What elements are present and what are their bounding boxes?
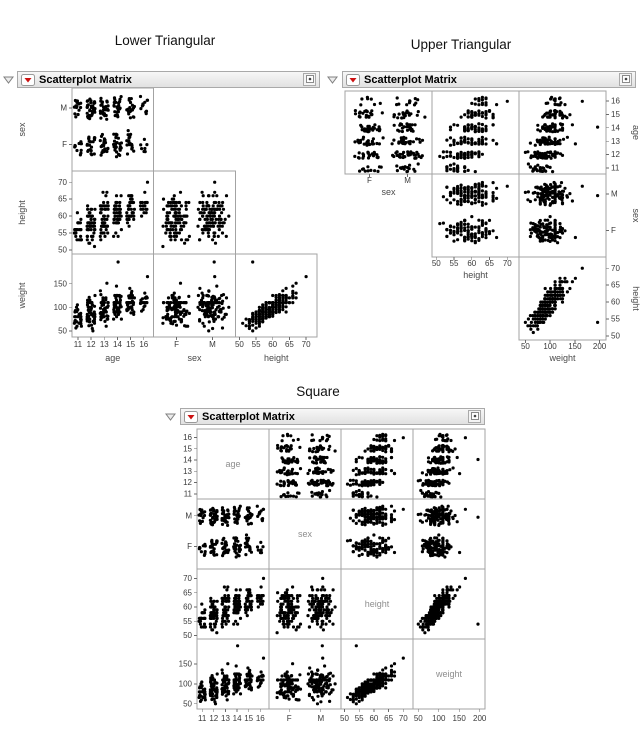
svg-text:100: 100 xyxy=(54,303,68,312)
svg-text:50: 50 xyxy=(235,340,244,349)
svg-text:height: height xyxy=(463,270,488,280)
svg-text:height: height xyxy=(17,200,27,225)
svg-text:M: M xyxy=(404,176,411,185)
svg-text:11: 11 xyxy=(611,164,620,173)
svg-text:70: 70 xyxy=(302,340,311,349)
svg-text:F: F xyxy=(367,176,372,185)
svg-text:age: age xyxy=(225,459,240,469)
svg-text:100: 100 xyxy=(543,342,557,351)
disclosure-triangle-icon[interactable] xyxy=(3,74,14,85)
disclosure-triangle-icon[interactable] xyxy=(327,74,338,85)
svg-text:F: F xyxy=(611,226,616,235)
svg-text:150: 150 xyxy=(54,279,68,288)
svg-text:12: 12 xyxy=(611,150,620,159)
svg-text:55: 55 xyxy=(450,259,459,268)
svg-text:200: 200 xyxy=(593,342,607,351)
svg-text:15: 15 xyxy=(126,340,135,349)
panel-title: Scatterplot Matrix xyxy=(202,410,295,423)
svg-text:50: 50 xyxy=(432,259,441,268)
svg-text:70: 70 xyxy=(503,259,512,268)
svg-text:60: 60 xyxy=(611,298,620,307)
red-triangle-menu-icon[interactable] xyxy=(184,410,198,423)
scatterplot-matrix-panel-square: Scatterplot Matrix age sex height weight 11 1… xyxy=(164,408,504,730)
svg-text:age: age xyxy=(105,353,120,363)
svg-text:150: 150 xyxy=(568,342,582,351)
svg-text:50: 50 xyxy=(58,327,67,336)
svg-text:age: age xyxy=(631,125,641,140)
svg-text:sex: sex xyxy=(298,529,313,539)
svg-text:65: 65 xyxy=(285,340,294,349)
section-heading-lower: Lower Triangular xyxy=(114,33,216,48)
svg-text:M: M xyxy=(209,340,216,349)
svg-text:F: F xyxy=(174,340,179,349)
svg-text:65: 65 xyxy=(485,259,494,268)
svg-text:weight: weight xyxy=(548,353,576,363)
svg-text:15: 15 xyxy=(611,110,620,119)
svg-text:60: 60 xyxy=(467,259,476,268)
panel-title: Scatterplot Matrix xyxy=(39,73,132,86)
section-heading-square: Square xyxy=(296,384,340,399)
svg-text:13: 13 xyxy=(611,137,620,146)
svg-text:F: F xyxy=(62,140,67,149)
svg-text:16: 16 xyxy=(139,340,148,349)
svg-text:14: 14 xyxy=(113,340,122,349)
svg-text:70: 70 xyxy=(611,264,620,273)
scatterplot-matrix-square[interactable]: agesexheightweight111213141516FM50556065… xyxy=(164,425,504,730)
svg-text:M: M xyxy=(611,190,618,199)
svg-text:65: 65 xyxy=(611,281,620,290)
panel-titlebar: Scatterplot Matrix xyxy=(17,71,320,88)
svg-text:55: 55 xyxy=(252,340,261,349)
svg-text:sex: sex xyxy=(631,208,641,223)
pin-window-icon[interactable] xyxy=(619,73,632,86)
svg-text:sex: sex xyxy=(17,122,27,137)
svg-text:weight: weight xyxy=(17,282,27,310)
svg-text:14: 14 xyxy=(611,123,620,132)
svg-text:height: height xyxy=(631,286,641,311)
disclosure-triangle-icon[interactable] xyxy=(165,411,176,422)
svg-text:55: 55 xyxy=(58,229,67,238)
svg-text:height: height xyxy=(264,353,289,363)
svg-text:M: M xyxy=(60,104,67,113)
svg-text:70: 70 xyxy=(58,178,67,187)
panel-titlebar: Scatterplot Matrix xyxy=(342,71,636,88)
svg-text:11: 11 xyxy=(74,340,83,349)
svg-text:sex: sex xyxy=(381,187,396,197)
svg-text:height: height xyxy=(365,599,390,609)
panel-titlebar: Scatterplot Matrix xyxy=(180,408,485,425)
svg-text:60: 60 xyxy=(268,340,277,349)
svg-text:50: 50 xyxy=(611,332,620,341)
svg-text:65: 65 xyxy=(58,195,67,204)
svg-text:60: 60 xyxy=(58,212,67,221)
svg-text:50: 50 xyxy=(58,246,67,255)
svg-text:sex: sex xyxy=(187,353,202,363)
svg-text:16: 16 xyxy=(611,97,620,106)
red-triangle-menu-icon[interactable] xyxy=(21,73,35,86)
red-triangle-menu-icon[interactable] xyxy=(346,73,360,86)
svg-text:50: 50 xyxy=(521,342,530,351)
svg-text:55: 55 xyxy=(611,315,620,324)
pin-window-icon[interactable] xyxy=(303,73,316,86)
section-heading-upper: Upper Triangular xyxy=(410,37,512,52)
svg-text:12: 12 xyxy=(87,340,96,349)
panel-title: Scatterplot Matrix xyxy=(364,73,457,86)
svg-text:13: 13 xyxy=(100,340,109,349)
pin-window-icon[interactable] xyxy=(468,410,481,423)
